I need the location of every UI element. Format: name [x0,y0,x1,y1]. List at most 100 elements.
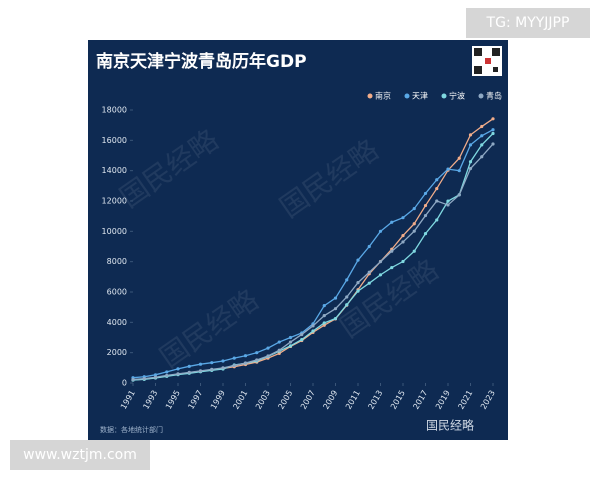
overlay-box [10,440,150,470]
legend-marker [404,93,410,99]
legend-label: 青岛 [486,91,502,101]
point [221,359,225,363]
point [131,377,135,382]
y-tick-label: 2000 [107,348,127,357]
point [311,324,315,328]
point [446,203,450,207]
point [480,143,484,147]
point [480,124,484,129]
point [491,128,495,132]
point [378,260,383,264]
point [210,361,214,365]
point [491,142,495,146]
y-tick-label: 10000 [102,227,127,236]
point [480,134,484,138]
chart-title: 南京天津宁波青岛历年GDP [96,51,307,72]
point [153,375,158,379]
point [390,265,394,270]
point [187,370,191,374]
point [412,206,416,211]
point [165,370,169,374]
qr-code [472,46,502,76]
point [266,346,270,350]
point [446,167,450,171]
point [468,133,473,137]
point [277,348,281,352]
point [232,356,236,360]
point [176,367,180,371]
point [423,191,428,196]
point [367,244,371,249]
legend-marker [367,93,373,99]
point [356,258,360,262]
y-tick-label: 14000 [102,166,127,175]
legend-label: 南京 [375,91,391,101]
point [322,323,326,327]
overlay-box [466,8,590,38]
point [232,363,236,368]
point [176,372,180,376]
panel [88,40,508,440]
point [277,340,281,344]
legend-label: 宁波 [449,91,465,101]
point [322,321,326,325]
point [423,232,428,236]
y-tick-label: 4000 [107,318,127,327]
point [221,366,225,370]
legend-marker [478,93,484,99]
point [367,281,371,285]
point [266,354,270,358]
y-tick-label: 18000 [102,106,127,115]
point [255,351,259,355]
point [468,143,473,147]
point [210,367,214,371]
point [446,199,450,203]
y-tick-label: 12000 [102,197,127,206]
point [153,373,158,377]
legend-marker [441,93,447,99]
point [457,156,461,160]
point [322,314,326,318]
point [491,117,495,121]
point [322,304,326,308]
point [423,203,428,208]
point [333,296,338,300]
y-tick-label: 0 [122,379,127,388]
point [401,259,405,264]
point [457,193,461,197]
point [457,169,461,173]
watermark: 国民经略 [426,418,474,433]
point [435,218,439,222]
point [356,289,360,293]
point [243,361,248,365]
point [468,160,473,164]
point [401,233,405,238]
point [412,249,416,253]
point [142,377,146,381]
y-tick-label: 6000 [107,288,127,297]
point [288,344,293,348]
point [412,222,416,226]
point [390,249,394,253]
point [300,338,304,342]
point [480,155,484,159]
legend-label: 天津 [412,91,428,101]
point [345,303,349,307]
point [300,332,304,337]
point [412,229,416,233]
point [491,131,495,136]
point [198,369,203,373]
point [423,213,428,218]
point [333,316,338,321]
point [390,220,394,224]
point [165,373,169,378]
point [198,362,203,366]
point [435,199,439,203]
point [367,270,371,274]
point [378,229,383,233]
point [401,216,405,220]
point [277,351,281,356]
point [288,335,293,340]
point [378,273,383,277]
